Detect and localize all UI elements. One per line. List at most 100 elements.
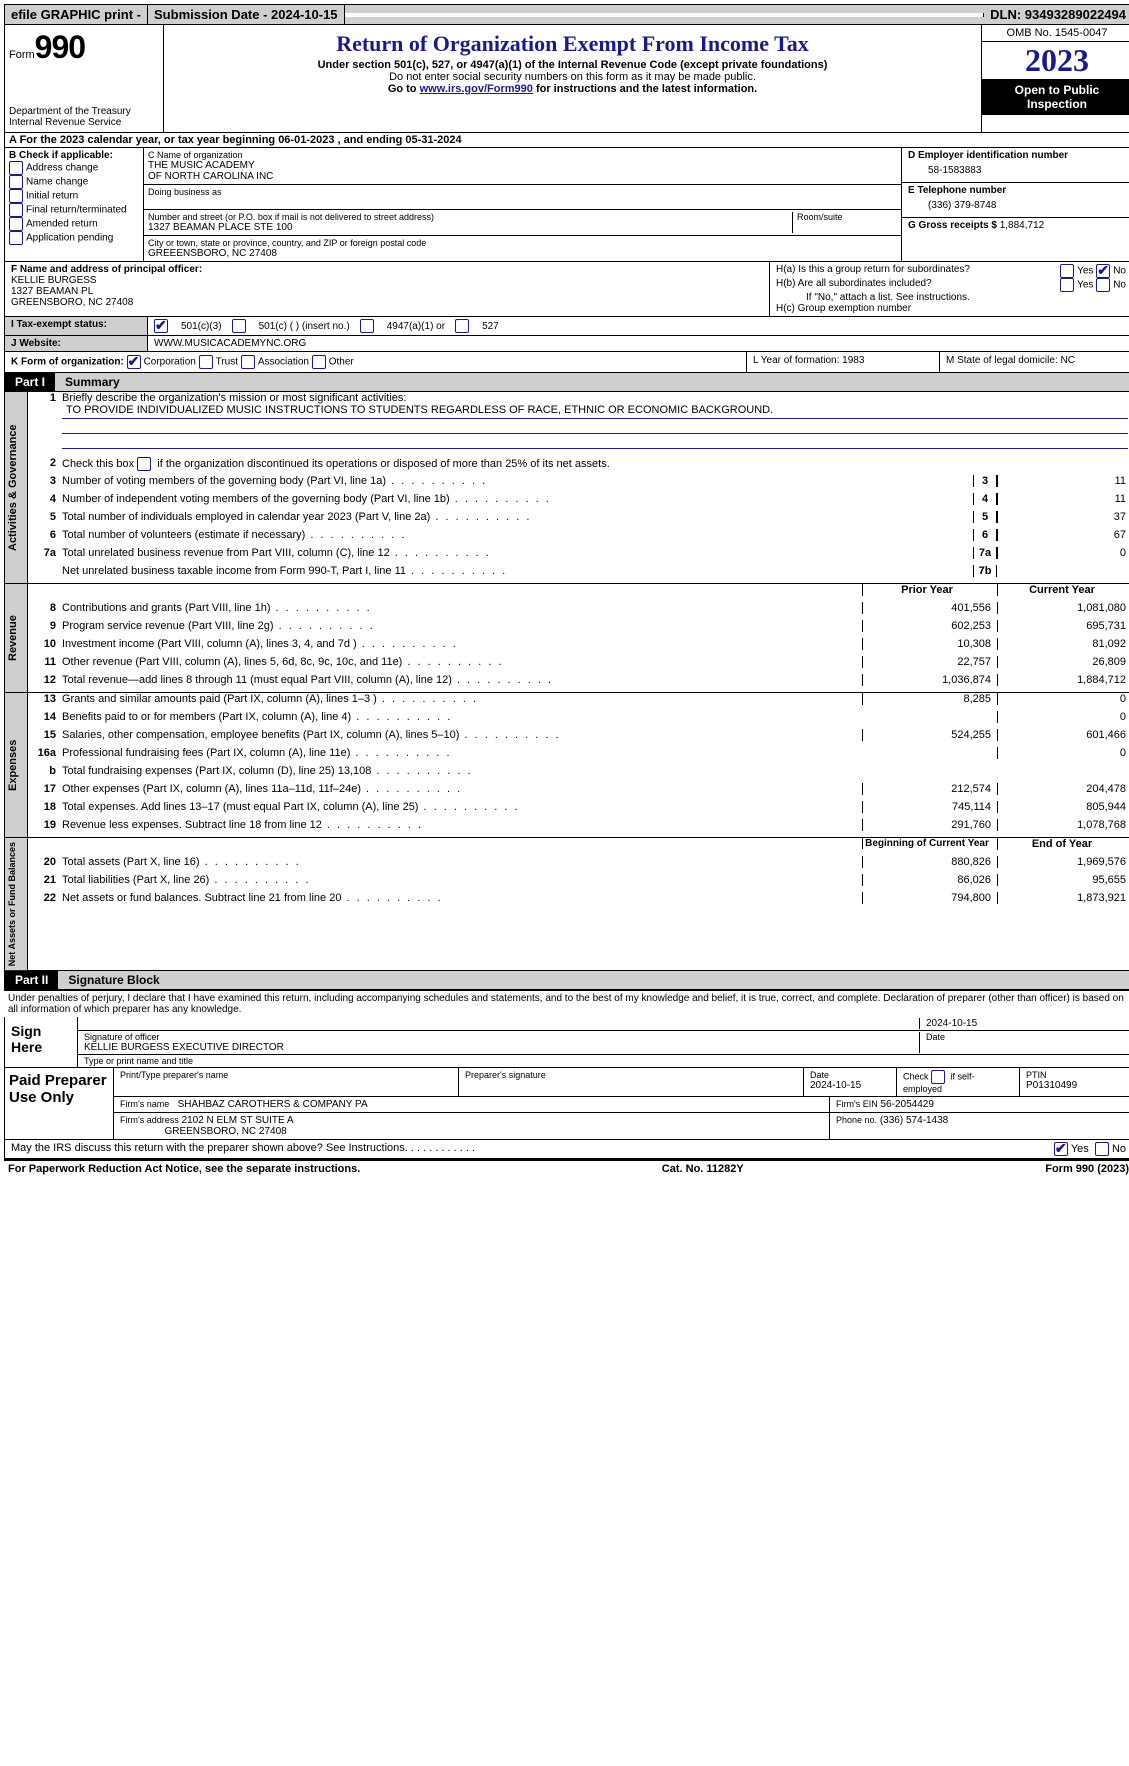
footer-left: For Paperwork Reduction Act Notice, see … — [8, 1163, 360, 1175]
cb-ha-yes[interactable] — [1060, 264, 1074, 278]
table-row: 8Contributions and grants (Part VIII, li… — [28, 602, 1129, 620]
sig-date-label: Date — [926, 1032, 1126, 1042]
l5-desc: Total number of individuals employed in … — [62, 511, 973, 523]
l7b-desc: Net unrelated business taxable income fr… — [62, 565, 973, 577]
cb-501c[interactable] — [232, 319, 246, 333]
sig-name-label: Type or print name and title — [84, 1056, 193, 1066]
l7a-val: 0 — [997, 547, 1129, 559]
table-row: 20Total assets (Part X, line 16)880,8261… — [28, 856, 1129, 874]
table-row: 14Benefits paid to or for members (Part … — [28, 711, 1129, 729]
ein-label: D Employer identification number — [908, 150, 1126, 161]
officer-addr2: GREENSBORO, NC 27408 — [11, 297, 133, 308]
ptin: P01310499 — [1026, 1080, 1126, 1091]
curr-year-header: Current Year — [997, 584, 1129, 596]
website-value: WWW.MUSICACADEMYNC.ORG — [148, 336, 1129, 351]
table-row: 18Total expenses. Add lines 13–17 (must … — [28, 801, 1129, 819]
l6-val: 67 — [997, 529, 1129, 541]
firm-name: SHAHBAZ CAROTHERS & COMPANY PA — [178, 1099, 368, 1110]
org-name-label: C Name of organization — [148, 150, 897, 160]
cb-ha-no[interactable] — [1096, 264, 1110, 278]
prior-year-header: Prior Year — [862, 584, 997, 596]
sig-officer-label: Signature of officer — [84, 1032, 919, 1042]
part2-title: Signature Block — [58, 971, 1129, 989]
cb-name-change[interactable] — [9, 175, 23, 189]
table-row: 15Salaries, other compensation, employee… — [28, 729, 1129, 747]
paid-preparer-block: Paid Preparer Use Only Print/Type prepar… — [4, 1068, 1129, 1140]
form-title: Return of Organization Exempt From Incom… — [168, 31, 977, 57]
dept-label: Department of the Treasury Internal Reve… — [9, 106, 159, 128]
top-bar: efile GRAPHIC print - Submission Date - … — [4, 4, 1129, 25]
cb-self-employed[interactable] — [931, 1070, 945, 1084]
form-org-row: K Form of organization: Corporation Trus… — [4, 352, 1129, 373]
efile-label: efile GRAPHIC print - — [5, 5, 148, 24]
gross-label: G Gross receipts $ — [908, 220, 997, 231]
header-sub2: Do not enter social security numbers on … — [168, 71, 977, 83]
vtab-net: Net Assets or Fund Balances — [5, 838, 28, 970]
officer-name: KELLIE BURGESS — [11, 275, 97, 286]
submission-date: Submission Date - 2024-10-15 — [148, 5, 345, 24]
l5-val: 37 — [997, 511, 1129, 523]
discuss-text: May the IRS discuss this return with the… — [11, 1142, 408, 1154]
table-row: 17Other expenses (Part IX, column (A), l… — [28, 783, 1129, 801]
part1-title: Summary — [55, 373, 1129, 391]
ein-value: 58-1583883 — [908, 161, 1126, 180]
firm-addr2: GREENSBORO, NC 27408 — [164, 1126, 286, 1137]
year-formation: L Year of formation: 1983 — [746, 352, 939, 372]
header-sub1: Under section 501(c), 527, or 4947(a)(1)… — [168, 59, 977, 71]
discuss-row: May the IRS discuss this return with the… — [4, 1140, 1129, 1159]
city-label: City or town, state or province, country… — [148, 238, 897, 248]
l3-desc: Number of voting members of the governin… — [62, 475, 973, 487]
l2-desc: Check this box if the organization disco… — [62, 458, 610, 470]
cb-4947[interactable] — [360, 319, 374, 333]
cb-address-change[interactable] — [9, 161, 23, 175]
cb-discuss-no[interactable] — [1095, 1142, 1109, 1156]
hb-note: If "No," attach a list. See instructions… — [776, 292, 1126, 303]
omb-number: OMB No. 1545-0047 — [982, 25, 1129, 42]
state-domicile: M State of legal domicile: NC — [939, 352, 1129, 372]
perjury-text: Under penalties of perjury, I declare th… — [4, 990, 1129, 1017]
cb-final-return[interactable] — [9, 203, 23, 217]
sign-here-block: Sign Here 2024-10-15 Signature of office… — [4, 1017, 1129, 1068]
tax-year: 2023 — [982, 42, 1129, 79]
tax-status-row: I Tax-exempt status: 501(c)(3) 501(c) ( … — [4, 317, 1129, 336]
table-row: 12Total revenue—add lines 8 through 11 (… — [28, 674, 1129, 692]
table-row: 9Program service revenue (Part VIII, lin… — [28, 620, 1129, 638]
page-footer: For Paperwork Reduction Act Notice, see … — [4, 1159, 1129, 1177]
table-row: 13Grants and similar amounts paid (Part … — [28, 693, 1129, 711]
sign-here-label: Sign Here — [5, 1017, 78, 1067]
goto-prefix: Go to — [388, 83, 420, 95]
cb-amended[interactable] — [9, 217, 23, 231]
cb-initial-return[interactable] — [9, 189, 23, 203]
cb-application-pending[interactable] — [9, 231, 23, 245]
dba-label: Doing business as — [148, 187, 897, 197]
cb-527[interactable] — [455, 319, 469, 333]
sign-date: 2024-10-15 — [926, 1018, 977, 1029]
k-label: K Form of organization: — [11, 357, 124, 368]
officer-label: F Name and address of principal officer: — [11, 264, 202, 275]
cb-discuss-yes[interactable] — [1054, 1142, 1068, 1156]
cb-hb-no[interactable] — [1096, 278, 1110, 292]
l3-val: 11 — [997, 475, 1129, 487]
goto-suffix: for instructions and the latest informat… — [533, 83, 757, 95]
table-row: 22Net assets or fund balances. Subtract … — [28, 892, 1129, 910]
cb-corp[interactable] — [127, 355, 141, 369]
open-public: Open to Public Inspection — [982, 79, 1129, 115]
phone-label: E Telephone number — [908, 185, 1126, 196]
cb-hb-yes[interactable] — [1060, 278, 1074, 292]
cb-discontinued[interactable] — [137, 457, 151, 471]
irs-link[interactable]: www.irs.gov/Form990 — [420, 83, 533, 95]
org-address: 1327 BEAMAN PLACE STE 100 — [148, 222, 792, 233]
cb-trust[interactable] — [199, 355, 213, 369]
l6-desc: Total number of volunteers (estimate if … — [62, 529, 973, 541]
addr-label: Number and street (or P.O. box if mail i… — [148, 212, 792, 222]
cb-501c3[interactable] — [154, 319, 168, 333]
part1-num: Part I — [5, 373, 55, 391]
row-a-tax-year: A For the 2023 calendar year, or tax yea… — [4, 133, 1129, 148]
col-b-checkboxes: B Check if applicable: Address change Na… — [5, 148, 144, 261]
mission-label: Briefly describe the organization's miss… — [62, 392, 406, 404]
preparer-label: Paid Preparer Use Only — [5, 1068, 114, 1139]
cb-assoc[interactable] — [241, 355, 255, 369]
firm-addr1: 2102 N ELM ST SUITE A — [182, 1115, 294, 1126]
cb-other[interactable] — [312, 355, 326, 369]
phone-value: (336) 379-8748 — [908, 196, 1126, 215]
